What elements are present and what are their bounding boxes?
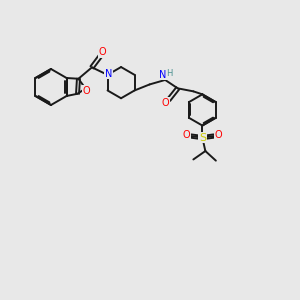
Text: N: N [159, 70, 166, 80]
Text: O: O [161, 98, 169, 108]
Text: O: O [183, 130, 190, 140]
Text: S: S [199, 133, 206, 142]
Text: N: N [105, 69, 112, 79]
Text: O: O [99, 47, 106, 57]
Text: O: O [82, 86, 90, 96]
Text: H: H [166, 69, 172, 78]
Text: O: O [214, 130, 222, 140]
